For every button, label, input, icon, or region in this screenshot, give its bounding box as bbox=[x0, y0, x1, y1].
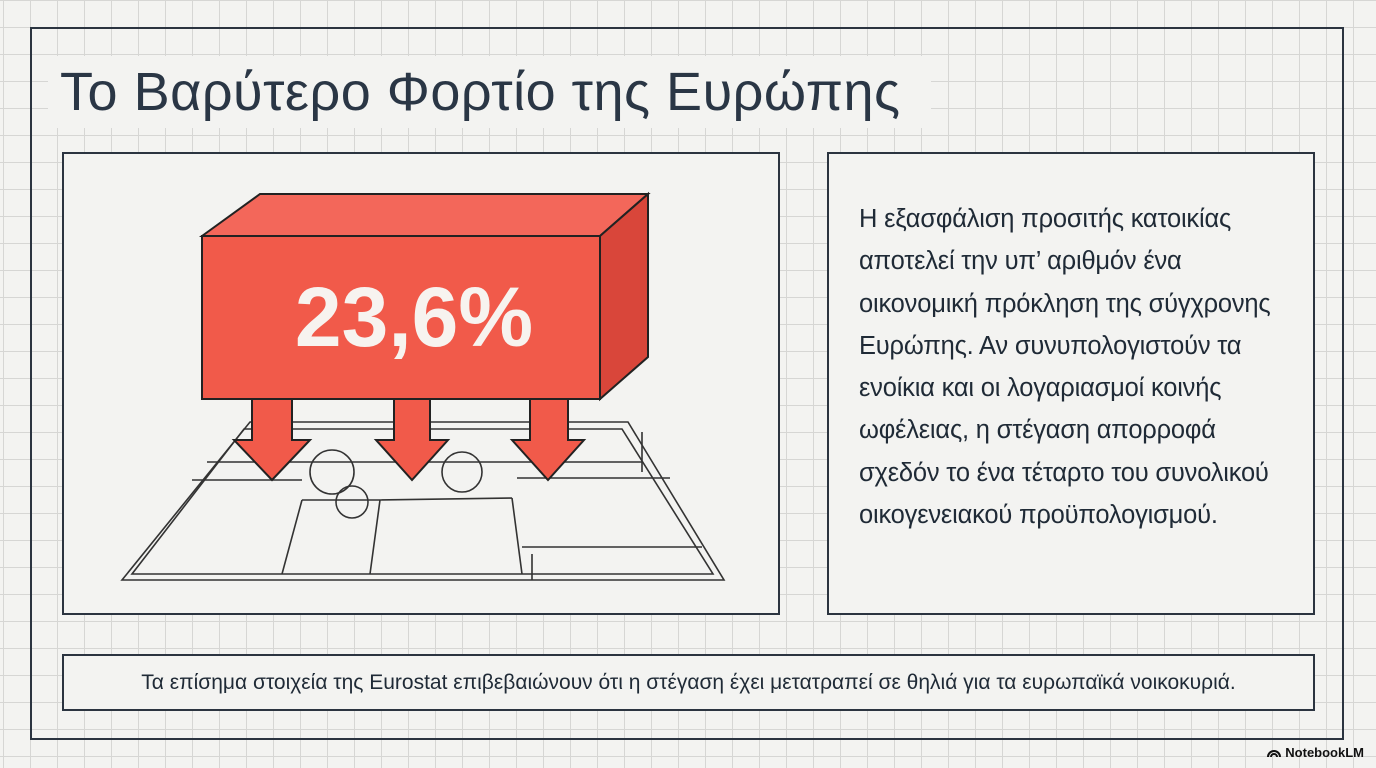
brand-label: NotebookLM bbox=[1285, 745, 1364, 760]
brand: NotebookLM bbox=[1267, 745, 1364, 760]
title: Το Βαρύτερο Φορτίο της Ευρώπης bbox=[48, 56, 931, 128]
stat: 23,6% bbox=[295, 270, 533, 364]
frame bbox=[30, 27, 1344, 740]
brand-icon bbox=[1267, 749, 1282, 757]
paragraph: Η εξασφάλιση προσιτής κατοικίας αποτελεί… bbox=[859, 205, 1271, 530]
footer: Τα επίσημα στοιχεία της Eurostat επιβεβα… bbox=[62, 654, 1315, 711]
footer-text: Τα επίσημα στοιχεία της Eurostat επιβεβα… bbox=[141, 670, 1236, 694]
text-panel: Η εξασφάλιση προσιτής κατοικίας αποτελεί… bbox=[827, 152, 1315, 615]
illustration: 23,6% bbox=[120, 191, 726, 581]
illustration-panel: 23,6% bbox=[62, 152, 780, 615]
